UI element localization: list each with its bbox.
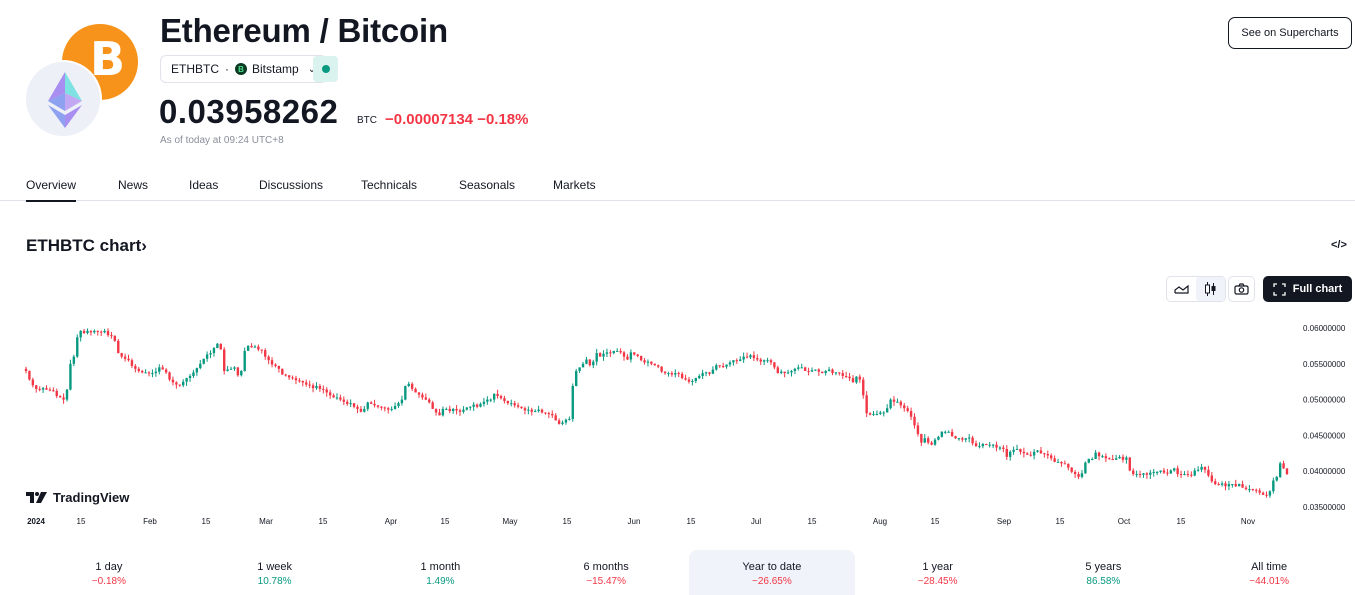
time-tick: 15 xyxy=(808,517,817,526)
period-label: All time xyxy=(1251,561,1288,573)
time-tick: 15 xyxy=(202,517,211,526)
full-chart-button[interactable]: Full chart xyxy=(1263,276,1352,302)
price-tick: 0.03500000 xyxy=(1303,503,1346,512)
candlestick-series xyxy=(24,328,1289,498)
page-tabs: Overview News Ideas Discussions Technica… xyxy=(0,168,1355,202)
price-change: −0.00007134 −0.18% xyxy=(385,111,528,128)
period-change: −28.45% xyxy=(917,576,958,587)
period-label: 1 week xyxy=(257,561,293,573)
chart-title-link[interactable]: ETHBTC chart› xyxy=(26,236,147,255)
period-change: −0.18% xyxy=(91,576,126,587)
page-title: Ethereum / Bitcoin xyxy=(160,12,448,49)
time-tick: 15 xyxy=(1056,517,1065,526)
time-tick: Sep xyxy=(997,517,1012,526)
price-currency: BTC xyxy=(357,115,377,126)
time-tick: Jun xyxy=(628,517,641,526)
period-change: 86.58% xyxy=(1086,576,1121,587)
fullscreen-icon xyxy=(1273,282,1286,296)
area-chart-button[interactable] xyxy=(1167,277,1196,301)
time-tick: 15 xyxy=(441,517,450,526)
pair-logos: B xyxy=(24,24,140,140)
time-axis[interactable]: 2024 15 Feb 15 Mar 15 Apr 15 May 15 Jun 15 Jul 15 Aug 1… xyxy=(27,517,1255,526)
period-1-week[interactable]: 1 week 10.78% xyxy=(192,550,358,595)
period-label: 5 years xyxy=(1085,561,1122,573)
symbol-label: ETHBTC xyxy=(171,62,219,76)
period-label: Year to date xyxy=(742,561,802,573)
tab-ideas[interactable]: Ideas xyxy=(189,178,219,192)
exchange-label: Bitstamp xyxy=(252,62,299,76)
period-year-to-date[interactable]: Year to date −26.65% xyxy=(689,550,855,595)
price-timestamp: As of today at 09:24 UTC+8 xyxy=(160,135,284,146)
price-tick: 0.05500000 xyxy=(1303,360,1346,369)
period-1-month[interactable]: 1 month 1.49% xyxy=(358,550,524,595)
price-chart[interactable]: 0.06000000 0.05500000 0.05000000 0.04500000… xyxy=(0,310,1355,530)
price-tick: 0.05000000 xyxy=(1303,396,1346,405)
time-tick: Aug xyxy=(873,517,887,526)
period-change: −15.47% xyxy=(586,576,626,587)
time-tick: 15 xyxy=(563,517,572,526)
period-all-time[interactable]: All time −44.01% xyxy=(1186,550,1352,595)
time-tick: 15 xyxy=(319,517,328,526)
time-tick: 2024 xyxy=(27,517,45,526)
period-label: 1 year xyxy=(922,561,953,573)
period-change: 10.78% xyxy=(257,576,292,587)
last-price: 0.03958262 xyxy=(159,93,339,130)
time-tick: Jul xyxy=(751,517,761,526)
time-tick: Nov xyxy=(1241,517,1255,526)
full-chart-label: Full chart xyxy=(1292,283,1343,295)
tradingview-label: TradingView xyxy=(53,490,130,505)
period-1-day[interactable]: 1 day −0.18% xyxy=(26,550,192,595)
see-on-supercharts-button[interactable]: See on Supercharts xyxy=(1228,17,1352,49)
price-tick: 0.04000000 xyxy=(1303,467,1346,476)
market-status-badge[interactable] xyxy=(313,56,338,82)
time-tick: 15 xyxy=(687,517,696,526)
period-change: −44.01% xyxy=(1249,576,1289,587)
time-tick: 15 xyxy=(931,517,940,526)
tab-overview[interactable]: Overview xyxy=(26,178,77,202)
time-tick: Oct xyxy=(1118,517,1131,526)
time-tick: Mar xyxy=(259,517,273,526)
tradingview-watermark[interactable]: TradingView xyxy=(26,490,129,505)
symbol-exchange-selector[interactable]: ETHBTC · B Bitstamp ⌄ xyxy=(160,55,328,83)
price-tick: 0.04500000 xyxy=(1303,431,1346,440)
period-label: 6 months xyxy=(583,561,629,573)
time-tick: Feb xyxy=(143,517,157,526)
price-axis[interactable]: 0.06000000 0.05500000 0.05000000 0.04500000… xyxy=(1303,324,1346,512)
tab-discussions[interactable]: Discussions xyxy=(259,178,324,192)
chart-type-toggle xyxy=(1166,276,1226,302)
tab-markets[interactable]: Markets xyxy=(553,178,596,192)
period-label: 1 month xyxy=(420,561,461,573)
time-tick: May xyxy=(502,517,517,526)
change-absolute: −0.00007134 xyxy=(385,111,474,128)
period-label: 1 day xyxy=(95,561,123,573)
period-change: 1.49% xyxy=(426,576,455,587)
tab-seasonals[interactable]: Seasonals xyxy=(459,178,516,192)
tab-technicals[interactable]: Technicals xyxy=(361,178,418,192)
ethereum-icon xyxy=(24,60,102,138)
time-tick: 15 xyxy=(77,517,86,526)
period-6-months[interactable]: 6 months −15.47% xyxy=(523,550,689,595)
market-open-dot-icon xyxy=(322,65,330,73)
period-change: −26.65% xyxy=(751,576,792,587)
snapshot-button[interactable] xyxy=(1228,276,1255,302)
period-5-years[interactable]: 5 years 86.58% xyxy=(1021,550,1187,595)
period-1-year[interactable]: 1 year −28.45% xyxy=(855,550,1021,595)
chevron-down-icon: ⌄ xyxy=(307,63,317,75)
candles-chart-button[interactable] xyxy=(1196,277,1225,301)
camera-icon xyxy=(1234,283,1249,295)
tradingview-logo-icon xyxy=(26,492,47,503)
price-tick: 0.06000000 xyxy=(1303,324,1346,333)
candlestick-icon xyxy=(1205,282,1216,296)
time-tick: Apr xyxy=(385,517,398,526)
time-tick: 15 xyxy=(1177,517,1186,526)
separator: · xyxy=(225,62,229,76)
change-percent: −0.18% xyxy=(477,111,529,128)
embed-code-icon[interactable]: </> xyxy=(1331,239,1347,251)
tab-news[interactable]: News xyxy=(118,178,149,192)
bitstamp-icon: B xyxy=(235,63,247,75)
area-chart-icon xyxy=(1174,284,1189,294)
performance-periods: 1 day −0.18% 1 week 10.78% 1 month 1.49% 6 mon… xyxy=(26,550,1352,595)
